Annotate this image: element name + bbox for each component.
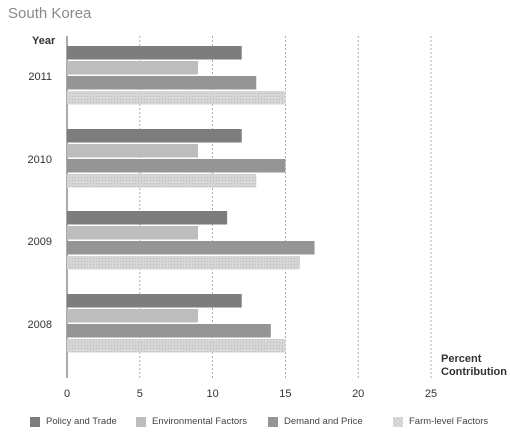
legend-item-policy-and-trade: Policy and Trade [30, 416, 117, 427]
x-tick-label: 20 [352, 388, 364, 400]
legend-label: Environmental Factors [152, 416, 248, 427]
bar-2009-farm-level-factors [67, 256, 300, 270]
bar-2011-demand-and-price [67, 76, 257, 90]
legend-swatch [136, 416, 146, 427]
bar-2009-environmental-factors [67, 226, 199, 240]
bar-2010-policy-and-trade [67, 129, 242, 143]
bar-2010-demand-and-price [67, 159, 286, 173]
value-axis-title-line2: Contribution [441, 366, 507, 378]
bar-2010-environmental-factors [67, 144, 199, 158]
chart-title: South Korea [8, 5, 92, 22]
bar-2008-demand-and-price [67, 324, 271, 338]
legend-label: Demand and Price [284, 416, 363, 427]
category-label-2009: 2009 [28, 236, 52, 248]
x-tick-label: 5 [137, 388, 143, 400]
legend-item-farm-level-factors: Farm-level Factors [393, 416, 488, 427]
legend: Policy and Trade Environmental Factors Dem… [0, 416, 510, 434]
bar-2009-demand-and-price [67, 241, 315, 255]
category-label-2008: 2008 [28, 319, 52, 331]
legend-label: Farm-level Factors [409, 416, 489, 427]
value-axis-title-line1: Percent [441, 353, 482, 365]
legend-item-demand-and-price: Demand and Price [268, 416, 363, 427]
legend-swatch [268, 416, 278, 427]
bar-2011-environmental-factors [67, 61, 199, 75]
legend-label: Policy and Trade [46, 416, 117, 427]
category-label-2011: 2011 [28, 71, 52, 83]
x-tick-label: 25 [425, 388, 437, 400]
bar-2009-policy-and-trade [67, 211, 228, 225]
bar-chart: South Korea Year 2011 2010 2009 2008 0 5 10 15… [8, 5, 507, 400]
legend-item-environmental-factors: Environmental Factors [136, 416, 247, 427]
bar-2011-farm-level-factors [67, 91, 286, 105]
x-tick-label: 10 [206, 388, 218, 400]
bar-2008-environmental-factors [67, 309, 199, 323]
category-label-2010: 2010 [28, 154, 52, 166]
legend-swatch [393, 416, 403, 427]
tick-labels: 0 5 10 15 20 25 [64, 388, 437, 400]
x-tick-label: 15 [279, 388, 291, 400]
bar-2010-farm-level-factors [67, 174, 257, 188]
category-labels: 2011 2010 2009 2008 [28, 71, 52, 331]
bar-2008-policy-and-trade [67, 294, 242, 308]
category-axis-title: Year [32, 35, 56, 47]
bars [67, 46, 315, 353]
bar-2008-farm-level-factors [67, 339, 286, 353]
bar-2011-policy-and-trade [67, 46, 242, 60]
x-tick-label: 0 [64, 388, 70, 400]
legend-swatch [30, 416, 40, 427]
